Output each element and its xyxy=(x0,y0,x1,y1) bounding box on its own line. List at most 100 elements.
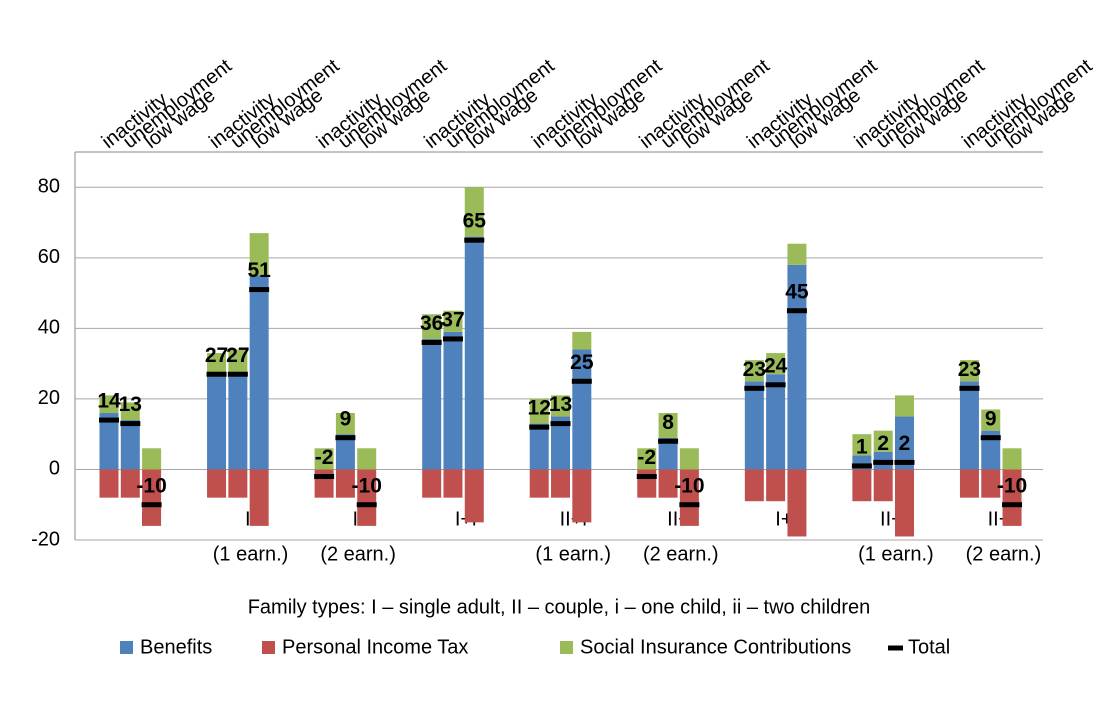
bar-segment xyxy=(981,409,1001,431)
data-label: 37 xyxy=(441,308,464,331)
data-label: 2 xyxy=(899,432,911,455)
y-tick-label: 80 xyxy=(38,176,60,198)
total-marker xyxy=(335,435,356,441)
bar-segment xyxy=(443,331,463,470)
bar-segment xyxy=(744,469,764,502)
y-tick-label: 40 xyxy=(38,317,60,339)
total-marker xyxy=(571,378,592,384)
legend-swatch xyxy=(560,641,573,654)
total-marker xyxy=(442,336,463,342)
total-marker xyxy=(356,502,377,508)
total-marker xyxy=(314,474,335,480)
bar-segment xyxy=(787,264,807,470)
bar-segment xyxy=(658,437,678,470)
legend-label: Benefits xyxy=(140,636,212,658)
bar-segment xyxy=(142,448,162,470)
total-marker xyxy=(959,385,980,391)
group-sublabel: (1 earn.) xyxy=(213,543,289,565)
total-marker xyxy=(980,435,1001,441)
data-label: 2 xyxy=(877,432,889,455)
data-label: 13 xyxy=(119,393,142,416)
data-label: 1 xyxy=(856,435,868,458)
legend-swatch xyxy=(120,641,133,654)
bar-segment xyxy=(873,469,893,502)
data-label: 27 xyxy=(205,344,228,367)
bar-segment xyxy=(637,469,657,498)
data-label: 23 xyxy=(743,358,766,381)
total-marker xyxy=(873,459,894,465)
bar-segment xyxy=(249,469,269,526)
bar-segment xyxy=(572,331,592,350)
data-label: 13 xyxy=(549,393,572,416)
data-label: -2 xyxy=(637,446,656,469)
data-label: -10 xyxy=(136,474,166,497)
data-label: 9 xyxy=(340,407,352,430)
group-sublabel: (2 earn.) xyxy=(643,543,719,565)
bar-segment xyxy=(852,434,872,456)
bar-segment xyxy=(207,469,227,498)
bar-segment xyxy=(335,413,355,435)
bar-segment xyxy=(766,469,786,502)
bar-segment xyxy=(551,469,571,498)
bar-segment xyxy=(529,423,549,470)
bar-segment xyxy=(873,430,893,452)
bar-segment xyxy=(679,448,699,470)
bar-segment xyxy=(443,469,463,498)
bar-segment xyxy=(422,338,442,470)
bar-segment xyxy=(99,395,119,414)
bar-segment xyxy=(766,374,786,470)
bar-segment xyxy=(99,413,119,470)
data-label: 27 xyxy=(226,344,249,367)
total-marker xyxy=(206,371,227,377)
bar-segment xyxy=(443,310,463,332)
bar-segment xyxy=(894,395,914,417)
total-marker xyxy=(1002,502,1023,508)
x-axis-label: Family types: I – single adult, II – cou… xyxy=(248,596,871,618)
bar-segment xyxy=(572,469,592,523)
legend-swatch xyxy=(888,645,903,651)
y-tick-label: 20 xyxy=(38,387,60,409)
bar-segment xyxy=(228,469,248,498)
legend-label: Personal Income Tax xyxy=(282,636,468,658)
bar-segment xyxy=(894,416,914,470)
y-tick-label: -20 xyxy=(31,528,60,550)
data-label: 45 xyxy=(785,280,809,303)
total-marker xyxy=(550,421,571,427)
data-label: -10 xyxy=(997,474,1027,497)
bar-segment xyxy=(551,416,571,470)
bar-segment xyxy=(335,469,355,498)
bar-segment xyxy=(981,430,1001,470)
bar-segment xyxy=(422,469,442,498)
bar-segment xyxy=(959,360,979,382)
bar-segment xyxy=(766,353,786,375)
total-marker xyxy=(141,502,162,508)
bar-segment xyxy=(357,469,377,526)
total-marker xyxy=(464,237,485,243)
data-label: 51 xyxy=(247,259,271,282)
total-marker xyxy=(120,421,141,427)
total-marker xyxy=(765,382,786,388)
y-tick-label: 0 xyxy=(49,458,60,480)
bar-segment xyxy=(335,434,355,470)
data-label: 9 xyxy=(985,407,997,430)
bar-segment xyxy=(120,420,140,470)
group-sublabel: (1 earn.) xyxy=(858,543,934,565)
bar-segment xyxy=(422,314,442,339)
bar-segment xyxy=(658,413,678,438)
legend-label: Total xyxy=(908,636,950,658)
bar-segment xyxy=(207,374,227,470)
bar-segment xyxy=(658,469,678,498)
bar-segment xyxy=(959,381,979,470)
group-sublabel: (2 earn.) xyxy=(966,543,1042,565)
bar-segment xyxy=(1002,469,1022,526)
total-marker xyxy=(894,459,915,465)
bar-segment xyxy=(99,469,119,498)
bar-segment xyxy=(744,360,764,382)
data-label: 25 xyxy=(570,351,594,374)
bar-segment xyxy=(551,395,571,417)
bar-segment xyxy=(637,448,657,470)
bar-segment xyxy=(228,374,248,470)
group-sublabel: (1 earn.) xyxy=(535,543,611,565)
total-marker xyxy=(851,463,872,469)
